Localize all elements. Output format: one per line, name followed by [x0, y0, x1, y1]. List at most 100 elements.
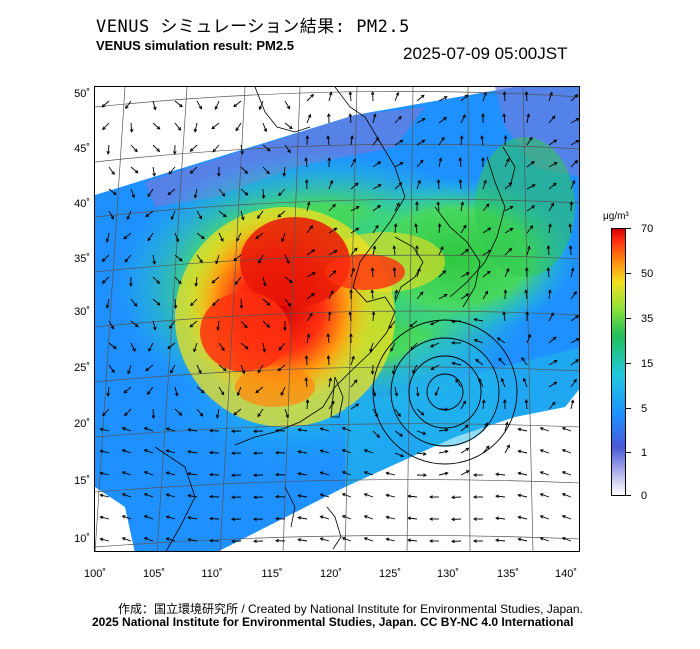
wind-arrowhead	[349, 333, 353, 337]
wind-arrow	[460, 249, 469, 256]
wind-arrowhead	[101, 103, 106, 108]
wind-arrowhead	[121, 537, 126, 541]
wind-arrow	[212, 144, 220, 153]
wind-arrow	[482, 180, 487, 190]
wind-arrowhead	[241, 370, 246, 375]
wind-arrowhead	[304, 355, 309, 359]
wind-arrowhead	[198, 105, 202, 110]
wind-arrowhead	[277, 367, 282, 372]
wind-arrowhead	[451, 495, 455, 500]
wind-arrow	[320, 493, 330, 498]
lat-label: 30˚	[74, 306, 90, 318]
wind-arrowhead	[561, 492, 566, 497]
wind-arrow	[386, 538, 396, 542]
wind-arrow	[130, 166, 139, 174]
wind-arrow	[147, 386, 154, 395]
wind-arrowhead	[420, 94, 425, 99]
wind-arrowhead	[209, 472, 213, 477]
wind-arrow	[100, 472, 110, 476]
wind-arrow	[144, 515, 154, 520]
wind-arrow	[372, 430, 380, 438]
wind-arrow	[100, 516, 110, 520]
wind-arrow	[108, 342, 117, 349]
wind-arrow	[547, 267, 550, 278]
wind-arrow	[102, 276, 110, 284]
wind-arrow	[570, 94, 578, 102]
wind-arrow	[108, 188, 117, 195]
wind-arrowhead	[524, 91, 529, 95]
wind-arrowhead	[371, 311, 376, 315]
wind-arrow	[320, 515, 330, 520]
wind-arrow	[102, 122, 110, 130]
wind-arrowhead	[440, 246, 444, 250]
wind-arrow	[548, 139, 557, 146]
wind-arrowhead	[147, 237, 152, 242]
wind-arrow	[482, 203, 490, 212]
wind-arrow	[167, 188, 176, 196]
wind-arrowhead	[211, 125, 216, 130]
wind-arrowhead	[385, 537, 390, 542]
wind-arrowhead	[282, 172, 287, 177]
wind-arrowhead	[429, 321, 434, 326]
wind-arrowhead	[546, 245, 551, 249]
wind-arrowhead	[462, 114, 466, 118]
wind-arrowhead	[198, 370, 202, 374]
wind-arrowhead	[190, 302, 194, 307]
wind-arrowhead	[531, 205, 536, 209]
wind-arrowhead	[153, 106, 157, 111]
colorbar-tick	[626, 228, 631, 229]
wind-arrow	[124, 254, 132, 263]
wind-arrow	[259, 100, 264, 110]
wind-arrowhead	[333, 250, 338, 254]
wind-arrow	[482, 250, 492, 256]
wind-arrowhead	[113, 345, 117, 350]
wind-arrowhead	[552, 401, 556, 406]
wind-arrow	[526, 114, 530, 124]
typhoon-circulation	[372, 319, 518, 465]
wind-arrowhead	[275, 516, 279, 521]
wind-arrowhead	[374, 413, 379, 418]
wind-arrowhead	[341, 492, 346, 497]
wind-arrowhead	[420, 411, 425, 416]
wind-arrowhead	[199, 259, 203, 264]
wind-arrowhead	[266, 147, 271, 152]
wind-arrowhead	[101, 280, 106, 284]
wind-arrow	[371, 267, 374, 278]
wind-arrowhead	[187, 428, 192, 432]
wind-arrowhead	[395, 91, 400, 96]
wind-arrow	[570, 400, 574, 410]
wind-arrowhead	[409, 323, 413, 328]
timestamp: 2025-07-09 05:00JST	[403, 44, 568, 63]
wind-arrowhead	[167, 345, 171, 350]
wind-arrowhead	[156, 280, 161, 284]
wind-arrow	[152, 166, 155, 176]
wind-arrowhead	[465, 447, 470, 452]
wind-arrow	[214, 100, 220, 110]
wind-arrow	[130, 298, 138, 307]
wind-arrowhead	[178, 257, 183, 262]
wind-arrowhead	[394, 289, 399, 294]
wind-arrowhead	[575, 359, 579, 363]
wind-arrowhead	[257, 369, 262, 374]
wind-arrowhead	[236, 392, 241, 397]
wind-arrowhead	[377, 205, 381, 209]
wind-arrow	[283, 166, 286, 176]
wind-arrowhead	[475, 358, 479, 363]
wind-arrowhead	[481, 113, 485, 117]
wind-arrowhead	[305, 135, 310, 139]
wind-arrowhead	[134, 169, 139, 174]
wind-arrow	[416, 291, 424, 300]
wind-arrowhead	[430, 366, 435, 370]
wind-arrow	[306, 225, 313, 234]
wind-arrowhead	[529, 225, 534, 229]
pm25-field	[95, 87, 579, 551]
wind-arrow	[369, 342, 374, 352]
wind-arrow	[350, 247, 358, 256]
lon-label: 115˚	[261, 568, 283, 580]
wind-arrow	[174, 254, 183, 262]
wind-arrowhead	[354, 182, 359, 187]
wind-arrow	[284, 254, 290, 264]
wind-arrowhead	[442, 270, 447, 274]
wind-arrow	[168, 166, 176, 175]
wind-arrowhead	[168, 170, 173, 175]
